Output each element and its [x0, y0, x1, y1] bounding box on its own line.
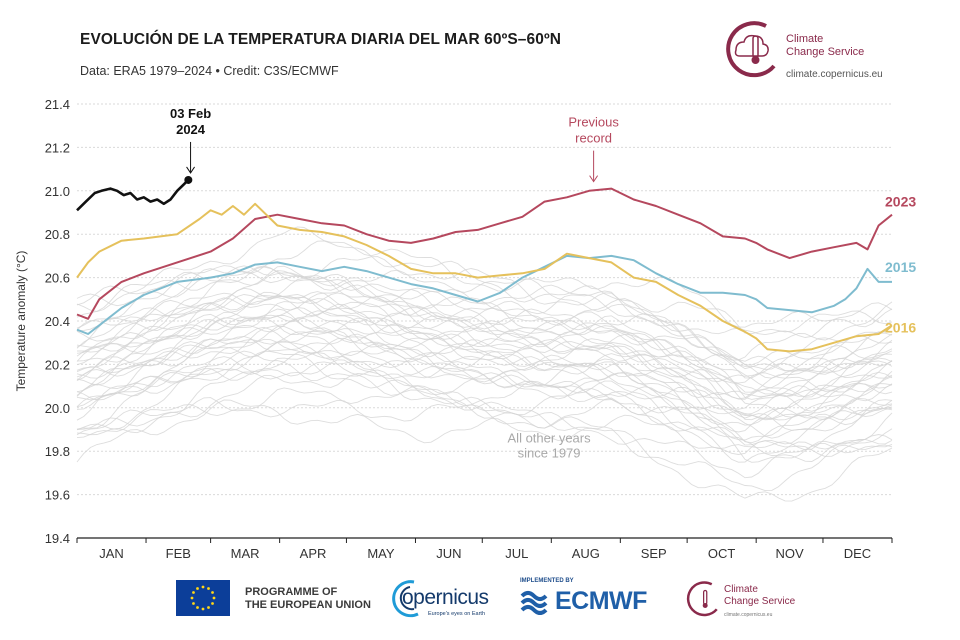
x-tick-label: MAR: [231, 546, 260, 561]
thermometer-cloud-icon: [686, 581, 718, 617]
other-year-line: [76, 397, 893, 492]
y-axis-label: Temperature anomaly (°C): [14, 251, 28, 392]
annotation-previous-record: Previous record: [568, 115, 619, 146]
copernicus-ring-icon: [392, 580, 419, 618]
implemented-by-text: IMPLEMENTED BY: [520, 578, 574, 584]
x-tick-label: OCT: [708, 546, 736, 561]
chart-subtitle: Data: ERA5 1979–2024 • Credit: C3S/ECMWF: [80, 64, 339, 78]
y-tick-label: 21.4: [45, 97, 70, 112]
x-tick-label: APR: [300, 546, 327, 561]
other-year-line: [76, 265, 893, 375]
other-year-line: [76, 350, 893, 451]
other-year-line: [76, 333, 893, 432]
eu-flag-icon: [176, 580, 230, 616]
other-year-line: [76, 340, 893, 426]
copernicus-tagline: Europe's eyes on Earth: [428, 611, 486, 617]
other-year-line: [76, 298, 893, 393]
other-year-line: [76, 335, 893, 421]
other-year-line: [76, 291, 893, 400]
other-year-line: [76, 294, 893, 383]
annotation-arrow-head: [186, 166, 195, 174]
other-year-line: [76, 352, 893, 463]
logo-brand-text: Climate Change Service: [786, 33, 865, 58]
other-year-line: [76, 373, 893, 457]
other-year-line: [76, 326, 893, 433]
logo-url[interactable]: climate.copernicus.eu: [786, 69, 883, 80]
climate-change-service-footer-logo: Climate Change Service climate.copernicu…: [684, 578, 804, 622]
series-line-2024: [76, 178, 190, 212]
y-tick-label: 20.4: [45, 314, 70, 329]
other-year-line: [76, 356, 893, 446]
series-label-2015: 2015: [885, 259, 916, 275]
eu-programme-text: PROGRAMME OF THE EUROPEAN UNION: [245, 586, 371, 611]
y-tick-label: 20.0: [45, 401, 70, 416]
y-tick-label: 19.8: [45, 444, 70, 459]
current-day-marker: [184, 175, 193, 184]
other-year-line: [76, 270, 893, 379]
other-year-line: [76, 326, 893, 444]
annotation-current-date: 03 Feb 2024: [170, 106, 211, 137]
x-tick-label: JAN: [99, 546, 124, 561]
x-tick-label: SEP: [641, 546, 667, 561]
ecmwf-logo-text: ECMWF: [555, 587, 647, 615]
other-year-line: [76, 291, 893, 392]
y-tick-label: 19.6: [45, 488, 70, 503]
other-year-line: [76, 385, 893, 479]
x-tick-label: NOV: [775, 546, 804, 561]
x-tick-label: DEC: [844, 546, 871, 561]
x-tick-label: JUN: [436, 546, 461, 561]
y-tick-label: 21.2: [45, 140, 70, 155]
other-years-lines: [76, 226, 893, 502]
y-tick-label: 21.0: [45, 184, 70, 199]
other-year-line: [76, 307, 893, 420]
x-tick-label: MAY: [367, 546, 395, 561]
series-line-2016: [76, 202, 893, 353]
y-tick-label: 20.6: [45, 271, 70, 286]
thermometer-cloud-icon: [726, 21, 776, 78]
climate-change-service-logo[interactable]: Climate Change Service climate.copernicu…: [722, 16, 922, 86]
other-year-line: [76, 265, 893, 370]
other-year-line: [76, 277, 893, 370]
other-year-line: [76, 399, 893, 502]
y-tick-label: 19.4: [45, 531, 70, 546]
ecmwf-wave-icon: [520, 591, 548, 615]
footer-url: climate.copernicus.eu: [724, 612, 773, 618]
x-tick-label: FEB: [166, 546, 191, 561]
series-label-2023: 2023: [885, 194, 916, 210]
series-label-2016: 2016: [885, 319, 916, 335]
footer-logos: PROGRAMME OF THE EUROPEAN UNION opernicu…: [0, 572, 960, 640]
temperature-chart: 19.4 19.6 19.8 20.0 20.2 20.4 20.6 20.8 21.0 21.2…: [14, 97, 916, 561]
other-year-line: [76, 314, 893, 412]
other-year-line: [76, 327, 893, 421]
x-tick-label: AUG: [572, 546, 600, 561]
series-line-2023: [76, 187, 893, 320]
chart-title: EVOLUCIÓN DE LA TEMPERATURA DIARIA DEL M…: [80, 31, 561, 48]
copernicus-logo-text: opernicus: [402, 586, 489, 609]
other-year-line: [76, 240, 893, 335]
footer-brand-text: Climate Change Service: [724, 584, 796, 607]
series-line-2015: [76, 254, 892, 335]
other-year-line: [76, 226, 893, 328]
y-tick-label: 20.8: [45, 227, 70, 242]
other-year-line: [76, 350, 893, 463]
other-years-label: All other years since 1979: [508, 431, 592, 461]
y-tick-label: 20.2: [45, 357, 70, 372]
x-tick-label: JUL: [505, 546, 528, 561]
annotation-arrow-head: [589, 175, 599, 183]
